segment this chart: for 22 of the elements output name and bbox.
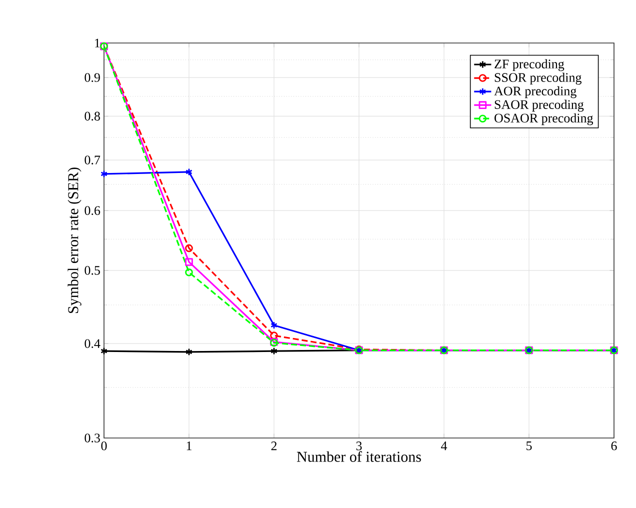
y-tick-label: 0.4 [84,339,100,348]
y-tick-label: 0.5 [84,266,100,275]
y-tick-label: 0.7 [84,156,100,164]
x-tick-label: 1 [186,442,192,450]
y-tick-label: 0.8 [84,112,100,121]
y-axis-title: Symbol error rate (SER) [68,168,82,314]
y-tick-label: 0.6 [84,206,100,216]
legend-label: SSOR precoding [494,72,582,85]
y-tick-label: 0.9 [84,73,100,82]
y-tick-label: 0.3 [84,434,100,442]
x-tick-label: 3 [356,442,362,450]
x-tick-label: 6 [611,442,617,450]
x-tick-label: 2 [271,442,277,450]
x-tick-label: 4 [441,442,448,450]
legend-label: ZF precoding [494,59,564,72]
legend-label: OSAOR precoding [494,113,594,126]
y-tick-label: 1 [95,38,100,48]
x-tick-label: 5 [526,442,532,450]
x-tick-label: 0 [101,442,107,450]
x-axis-title: Number of iterations [296,451,421,462]
legend-label: AOR precoding [494,86,576,98]
legend-label: SAOR precoding [494,100,584,112]
